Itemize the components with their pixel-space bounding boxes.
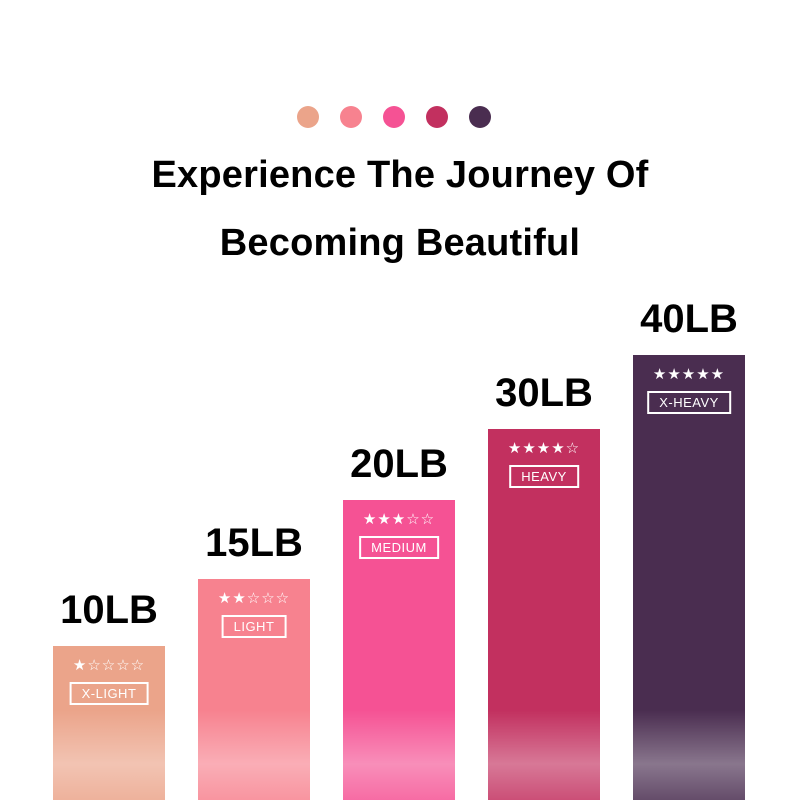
level-label: MEDIUM: [359, 536, 439, 559]
title-line-2: Becoming Beautiful: [219, 222, 581, 264]
color-dot: [426, 106, 448, 128]
star-rating-icon: ★★★★☆: [507, 440, 581, 457]
color-dot: [469, 106, 491, 128]
bar: ★★★☆☆ MEDIUM: [343, 500, 455, 800]
weight-label: 10LB: [60, 588, 158, 632]
bar: ★☆☆☆☆ X-LIGHT: [53, 646, 165, 800]
weight-label: 20LB: [350, 442, 448, 486]
level-label: HEAVY: [509, 465, 579, 488]
level-label: X-HEAVY: [647, 391, 731, 414]
weight-label: 15LB: [205, 521, 303, 565]
color-dot: [340, 106, 362, 128]
star-rating-icon: ★☆☆☆☆: [72, 657, 146, 674]
level-label: LIGHT: [221, 615, 287, 638]
level-label: X-LIGHT: [69, 682, 149, 705]
weight-label: 30LB: [495, 371, 593, 415]
star-rating-icon: ★★☆☆☆: [217, 590, 291, 607]
star-rating-icon: ★★★★★: [652, 366, 726, 383]
color-dots: [0, 106, 800, 128]
bar: ★★★★☆ HEAVY: [488, 429, 600, 800]
weight-label: 40LB: [640, 297, 738, 341]
title-line-1: Experience The Journey Of: [151, 154, 649, 196]
color-dot: [297, 106, 319, 128]
bar: ★★★★★ X-HEAVY: [633, 355, 745, 800]
star-rating-icon: ★★★☆☆: [362, 511, 436, 528]
bar: ★★☆☆☆ LIGHT: [198, 579, 310, 800]
color-dot: [383, 106, 405, 128]
